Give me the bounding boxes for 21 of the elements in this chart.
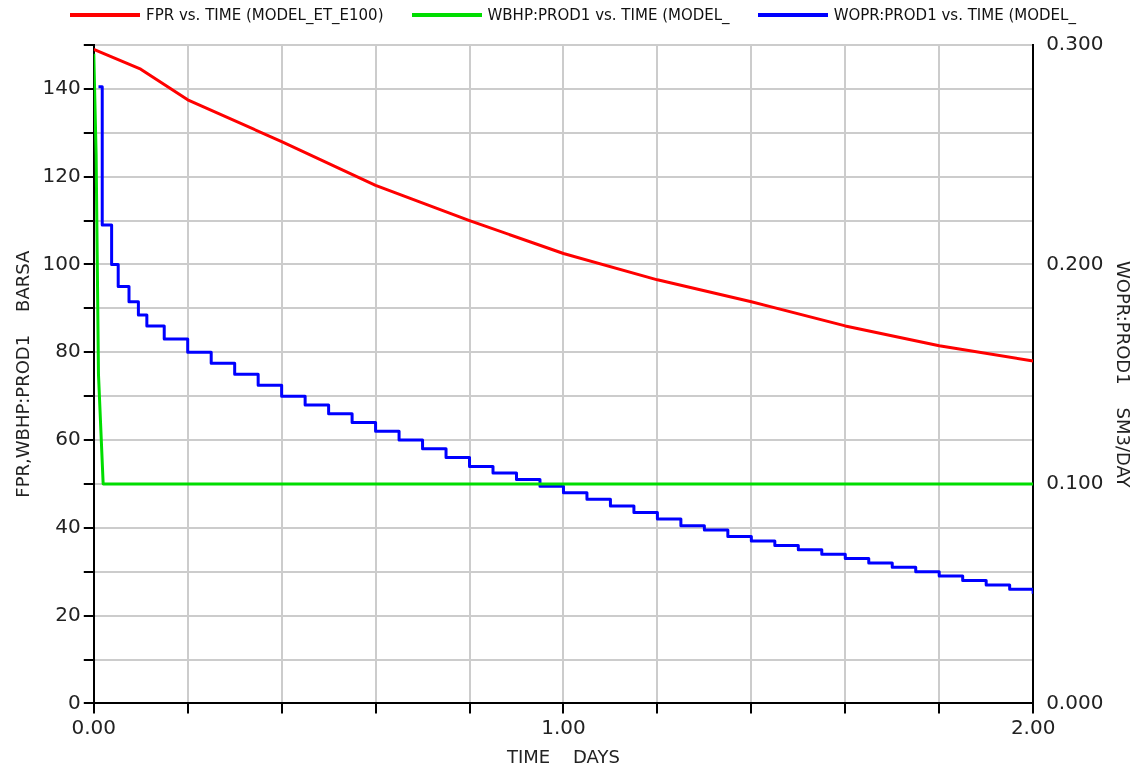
y-tick-label: 60: [55, 426, 81, 451]
y-tick-label: 20: [55, 601, 81, 626]
y-axis-title: FPR,WBHP:PROD1 BARSA: [12, 250, 34, 498]
y-tick-label: 80: [55, 338, 81, 363]
legend-label: WBHP:PROD1 vs. TIME (MODEL_: [487, 6, 730, 24]
y-tick-label: 0: [68, 689, 81, 714]
y-tick-label: 140: [42, 75, 81, 100]
x-axis-title: TIME DAYS: [505, 745, 620, 767]
y-tick-label: 120: [42, 162, 81, 187]
y2-tick-label: 0.200: [1046, 250, 1104, 275]
y-tick-label: 40: [55, 514, 81, 539]
x-tick-label: 1.00: [541, 714, 586, 739]
y2-tick-label: 0.100: [1046, 470, 1104, 495]
legend-label: WOPR:PROD1 vs. TIME (MODEL_: [833, 6, 1076, 24]
y-tick-label: 100: [42, 250, 81, 275]
x-tick-label: 0.00: [71, 714, 117, 739]
x-tick-label: 2.00: [1010, 714, 1056, 739]
legend-label: FPR vs. TIME (MODEL_ET_E100): [146, 6, 384, 24]
y2-tick-label: 0.000: [1046, 689, 1104, 714]
y2-axis-title: WOPR:PROD1 SM3/DAY: [1112, 260, 1134, 489]
y2-tick-label: 0.300: [1046, 31, 1104, 56]
